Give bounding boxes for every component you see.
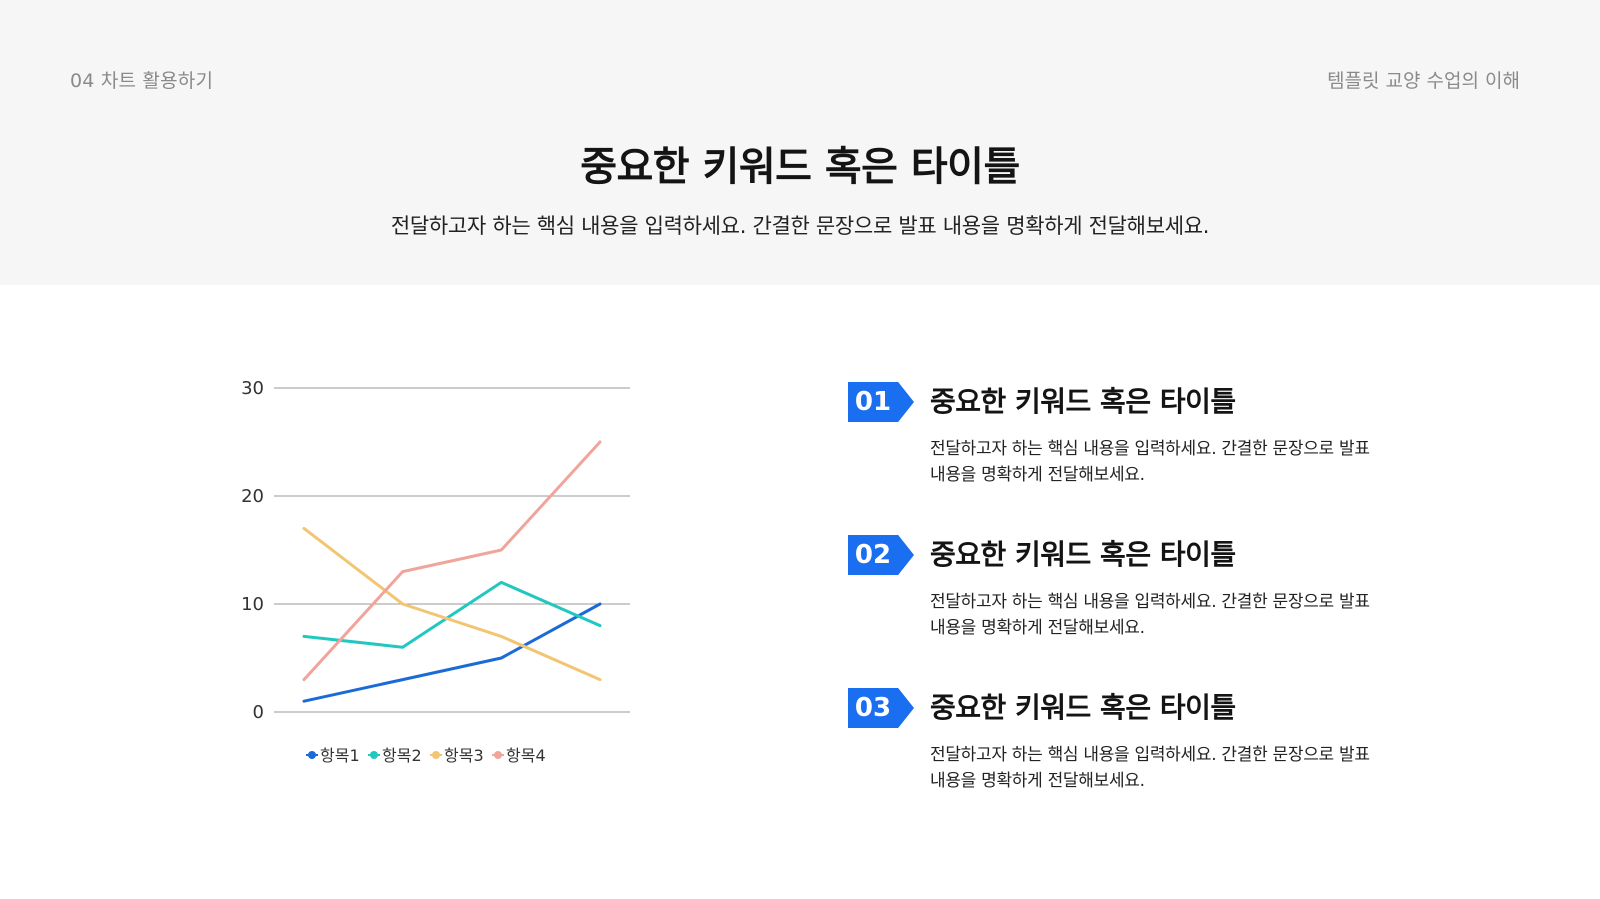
page-subtitle: 전달하고자 하는 핵심 내용을 입력하세요. 간결한 문장으로 발표 내용을 명… [390,214,1210,238]
description-line: 내용을 명확하게 전달해보세요. [930,771,1145,791]
legend-marker [308,751,316,759]
description-line: 전달하고자 하는 핵심 내용을 입력하세요. 간결한 문장으로 발표 [930,592,1370,612]
badge-number: 01 [854,387,892,417]
number-badge: 03 [848,688,914,728]
y-tick-label: 10 [241,594,264,615]
badge-number: 03 [854,693,892,723]
keyword-item-1: 01 중요한 키워드 혹은 타이틀 전달하고자 하는 핵심 내용을 입력하세요.… [848,380,1528,500]
description-line: 내용을 명확하게 전달해보세요. [930,618,1145,638]
page-title: 중요한 키워드 혹은 타이틀 [580,144,1020,190]
legend-label: 항목4 [506,746,546,765]
keyword-description: 전달하고자 하는 핵심 내용을 입력하세요. 간결한 문장으로 발표 내용을 명… [930,742,1450,794]
line-chart: 0 10 20 30 항목1 항목2 항목3 항목4 [241,378,630,765]
y-tick-label: 20 [241,486,264,507]
badge-number: 02 [854,540,892,570]
keyword-title: 중요한 키워드 혹은 타이틀 [930,538,1236,571]
description-line: 내용을 명확하게 전달해보세요. [930,465,1145,485]
section-label: 04 차트 활용하기 [70,70,214,92]
number-badge: 01 [848,382,914,422]
keyword-title: 중요한 키워드 혹은 타이틀 [930,691,1236,724]
legend-label: 항목1 [320,746,360,765]
series-line-1 [302,602,602,703]
description-line: 전달하고자 하는 핵심 내용을 입력하세요. 간결한 문장으로 발표 [930,745,1370,765]
y-tick-label: 30 [241,378,264,399]
header-band [0,0,1600,285]
legend-label: 항목2 [382,746,422,765]
keyword-item-3: 03 중요한 키워드 혹은 타이틀 전달하고자 하는 핵심 내용을 입력하세요.… [848,686,1528,806]
keyword-title: 중요한 키워드 혹은 타이틀 [930,385,1236,418]
series-line-2 [302,580,602,649]
document-title: 템플릿 교양 수업의 이해 [1327,70,1520,92]
keyword-item-2: 02 중요한 키워드 혹은 타이틀 전달하고자 하는 핵심 내용을 입력하세요.… [848,533,1528,653]
number-badge: 02 [848,535,914,575]
legend-marker [432,751,440,759]
legend-label: 항목3 [444,746,484,765]
description-line: 전달하고자 하는 핵심 내용을 입력하세요. 간결한 문장으로 발표 [930,439,1370,459]
keyword-description: 전달하고자 하는 핵심 내용을 입력하세요. 간결한 문장으로 발표 내용을 명… [930,436,1450,488]
keyword-description: 전달하고자 하는 핵심 내용을 입력하세요. 간결한 문장으로 발표 내용을 명… [930,589,1450,641]
legend-marker [494,751,502,759]
y-tick-label: 0 [253,702,264,723]
legend-marker [370,751,378,759]
series-line-4 [302,440,602,682]
series-line-3 [302,526,602,682]
